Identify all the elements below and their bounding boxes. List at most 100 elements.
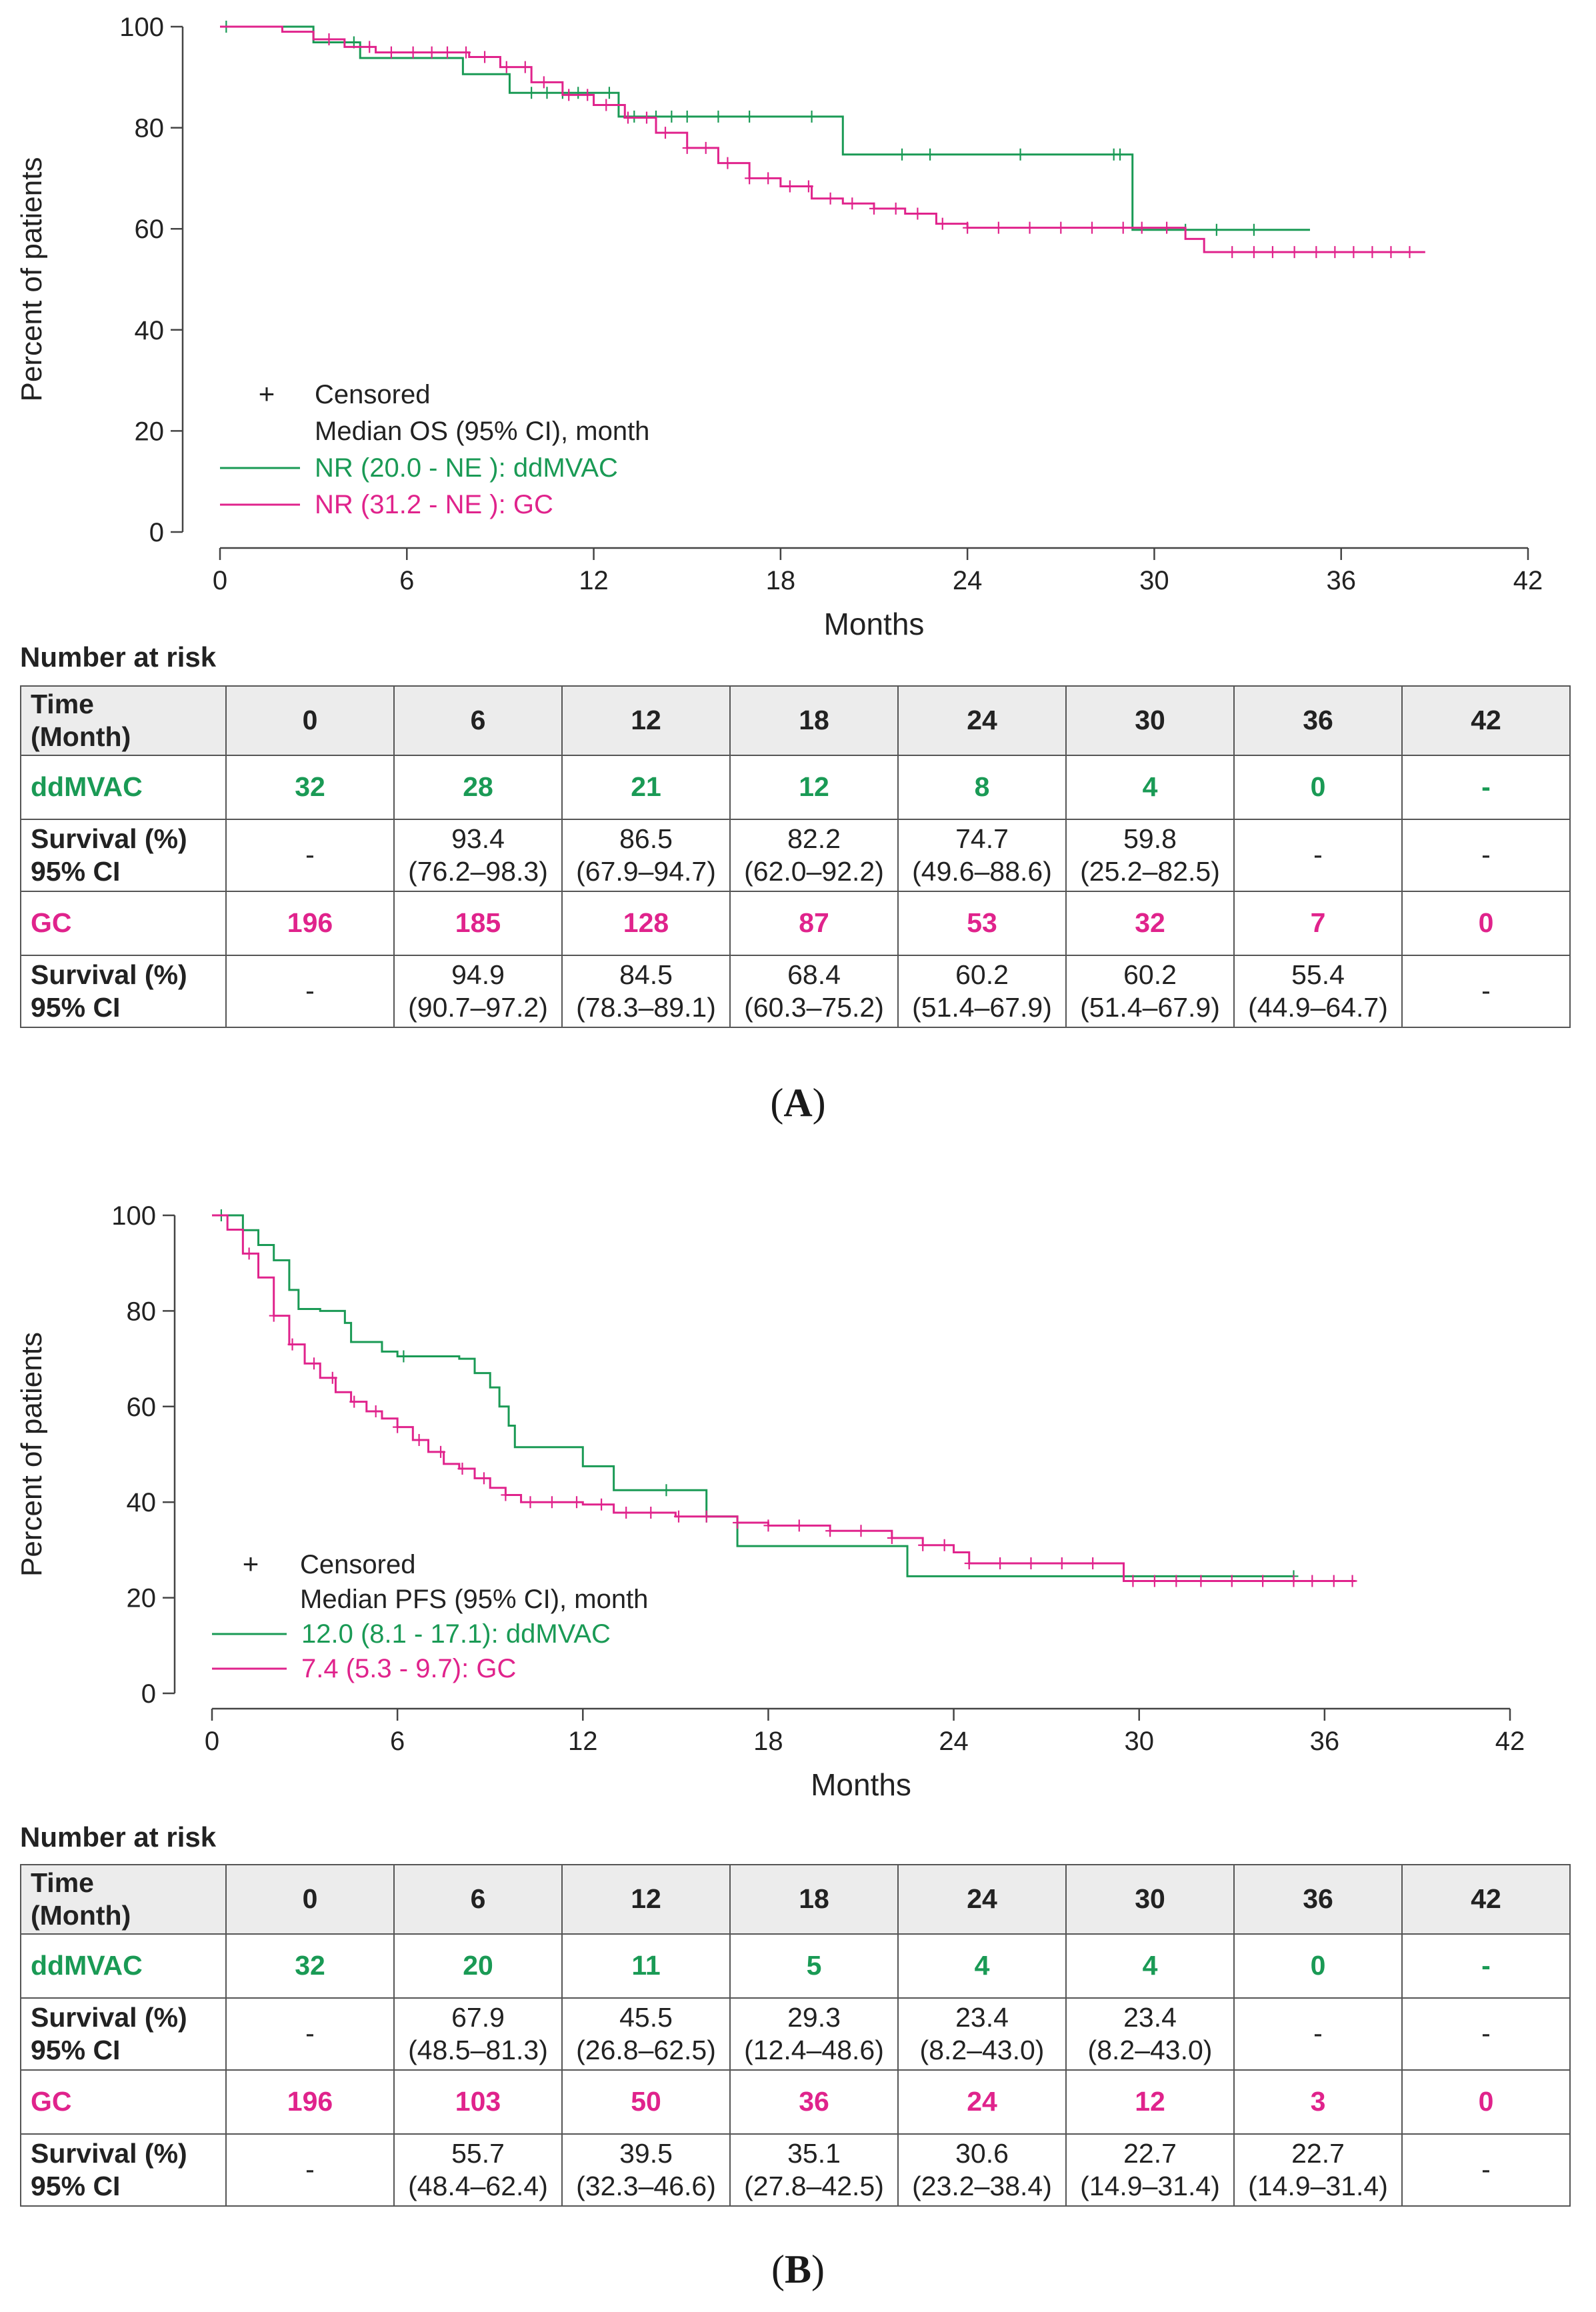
risk-count-row: ddMVAC 32 28 21 12 8 4 0- <box>20 755 1571 820</box>
censor-mark <box>1162 221 1172 234</box>
x-tick-label: 0 <box>205 1727 219 1756</box>
x-tick-label: 36 <box>1326 566 1356 595</box>
censor-mark <box>995 1557 1005 1569</box>
km-curve-gc <box>212 1214 1356 1583</box>
y-tick-label: 0 <box>141 1679 156 1709</box>
legend-censored-label: Censored <box>300 1550 415 1579</box>
risk-survival-cell: 23.4 (8.2–43.0) <box>897 1997 1067 2071</box>
risk-count-cell: 20 <box>393 1933 563 1999</box>
censor-mark <box>583 89 593 101</box>
risk-survival-cell: 93.4 (76.2–98.3) <box>393 819 563 892</box>
censor-mark <box>501 1489 511 1501</box>
censor-mark <box>1025 221 1035 234</box>
risk-survival-cell: 86.5 (67.9–94.7) <box>561 819 731 892</box>
censor-mark <box>480 51 490 63</box>
risk-group-label: GC <box>20 891 227 956</box>
censor-mark <box>621 1506 631 1519</box>
y-tick-label: 60 <box>127 1393 157 1422</box>
risk-time-cell: 6 <box>393 685 563 756</box>
x-tick-label: 12 <box>579 566 609 595</box>
censor-mark <box>673 1510 683 1523</box>
censor-mark <box>701 141 711 154</box>
risk-survival-cell: - <box>225 955 395 1028</box>
km-curve-ddmvac <box>212 1214 1294 1577</box>
censor-mark <box>365 41 375 53</box>
risk-survival-cell: - <box>1401 1997 1571 2071</box>
y-tick-label: 60 <box>135 215 165 244</box>
censor-mark <box>785 180 795 193</box>
censor-mark <box>436 1445 446 1458</box>
risk-count-cell: 12 <box>729 755 899 820</box>
risk-count-cell: 32 <box>225 755 395 820</box>
risk-count-cell: 0 <box>1233 1933 1403 1999</box>
risk-table-pfs: Time (Month) 0 6 12 18 24 30 36 42 ddMVAC 32 20 11 5 4 4… <box>20 1864 1571 2207</box>
censor-mark <box>682 141 692 154</box>
censor-mark <box>539 76 549 89</box>
censor-mark <box>723 157 733 169</box>
km-curve-gc <box>220 25 1425 253</box>
censor-mark <box>918 1539 928 1551</box>
risk-header-row: Time (Month) 0 6 12 18 24 30 36 42 <box>20 685 1571 756</box>
risk-survival-cell: - <box>1233 819 1403 892</box>
censor-mark <box>414 1433 424 1446</box>
censor-mark <box>1330 246 1340 259</box>
x-axis-title: Months <box>824 607 925 640</box>
legend-series-label-ddmvac: NR (20.0 - NE ): ddMVAC <box>315 453 618 483</box>
risk-survival-row: Survival (%) 95% CI -94.9 (90.7–97.2) 84.5 (7… <box>20 955 1571 1028</box>
risk-time-header: Time (Month) <box>20 685 227 756</box>
censor-mark <box>527 87 537 99</box>
risk-count-cell: 50 <box>561 2069 731 2135</box>
x-tick-label: 18 <box>766 566 796 595</box>
risk-survival-row: Survival (%) 95% CI -55.7 (48.4–62.4) 39.5 (3… <box>20 2133 1571 2207</box>
risk-survival-cell: 60.2 (51.4–67.9) <box>897 955 1067 1028</box>
x-tick-label: 30 <box>1124 1727 1154 1756</box>
x-tick-label: 6 <box>390 1727 405 1756</box>
censor-mark <box>1128 1575 1138 1587</box>
censor-mark <box>667 110 677 123</box>
risk-count-cell: 4 <box>897 1933 1067 1999</box>
risk-survival-cell: 55.7 (48.4–62.4) <box>393 2133 563 2207</box>
risk-count-cell: 0 <box>1401 891 1571 956</box>
censor-mark <box>1227 246 1237 259</box>
risk-time-cell: 36 <box>1233 685 1403 756</box>
censor-mark <box>1249 246 1259 259</box>
x-tick-label: 36 <box>1310 1727 1340 1756</box>
risk-count-cell: 87 <box>729 891 899 956</box>
censor-mark <box>324 33 334 45</box>
risk-count-cell: 5 <box>729 1933 899 1999</box>
risk-group-label: GC <box>20 2069 227 2135</box>
censor-mark <box>542 87 552 99</box>
legend-series-label-ddmvac: 12.0 (8.1 - 17.1): ddMVAC <box>301 1619 611 1649</box>
risk-count-cell: 8 <box>897 755 1067 820</box>
censor-mark <box>1149 1575 1159 1587</box>
censor-mark <box>457 1463 467 1475</box>
censor-mark <box>604 87 614 99</box>
censor-mark <box>887 1531 897 1544</box>
censor-mark <box>963 221 973 234</box>
x-axis-title: Months <box>811 1767 911 1802</box>
risk-time-cell: 6 <box>393 1864 563 1935</box>
censor-mark <box>897 148 907 161</box>
censor-mark <box>794 1519 804 1532</box>
y-tick-label: 80 <box>135 114 165 143</box>
risk-count-cell: 24 <box>897 2069 1067 2135</box>
censor-mark <box>1347 1575 1357 1587</box>
risk-count-cell: 21 <box>561 755 731 820</box>
risk-survival-cell: 67.9 (48.5–81.3) <box>393 1997 563 2071</box>
risk-time-cell: 24 <box>897 685 1067 756</box>
risk-survival-cell: 35.1 (27.8–42.5) <box>729 2133 899 2207</box>
censor-mark <box>661 127 671 139</box>
censor-mark <box>1289 1575 1299 1587</box>
risk-count-cell: 4 <box>1065 755 1235 820</box>
risk-count-row: ddMVAC 32 20 11 5 4 4 0- <box>20 1933 1571 1999</box>
risk-time-cell: 30 <box>1065 1864 1235 1935</box>
censor-mark <box>713 110 723 123</box>
risk-survival-row: Survival (%) 95% CI -67.9 (48.5–81.3) 45.5 (2… <box>20 1997 1571 2071</box>
risk-survival-cell: 68.4 (60.3–75.2) <box>729 955 899 1028</box>
risk-count-cell: 12 <box>1065 2069 1235 2135</box>
risk-time-cell: 30 <box>1065 685 1235 756</box>
censor-mark <box>939 1539 949 1551</box>
censor-mark <box>701 1510 711 1523</box>
legend-series-label-gc: 7.4 (5.3 - 9.7): GC <box>301 1654 516 1683</box>
censor-mark <box>964 1557 974 1569</box>
